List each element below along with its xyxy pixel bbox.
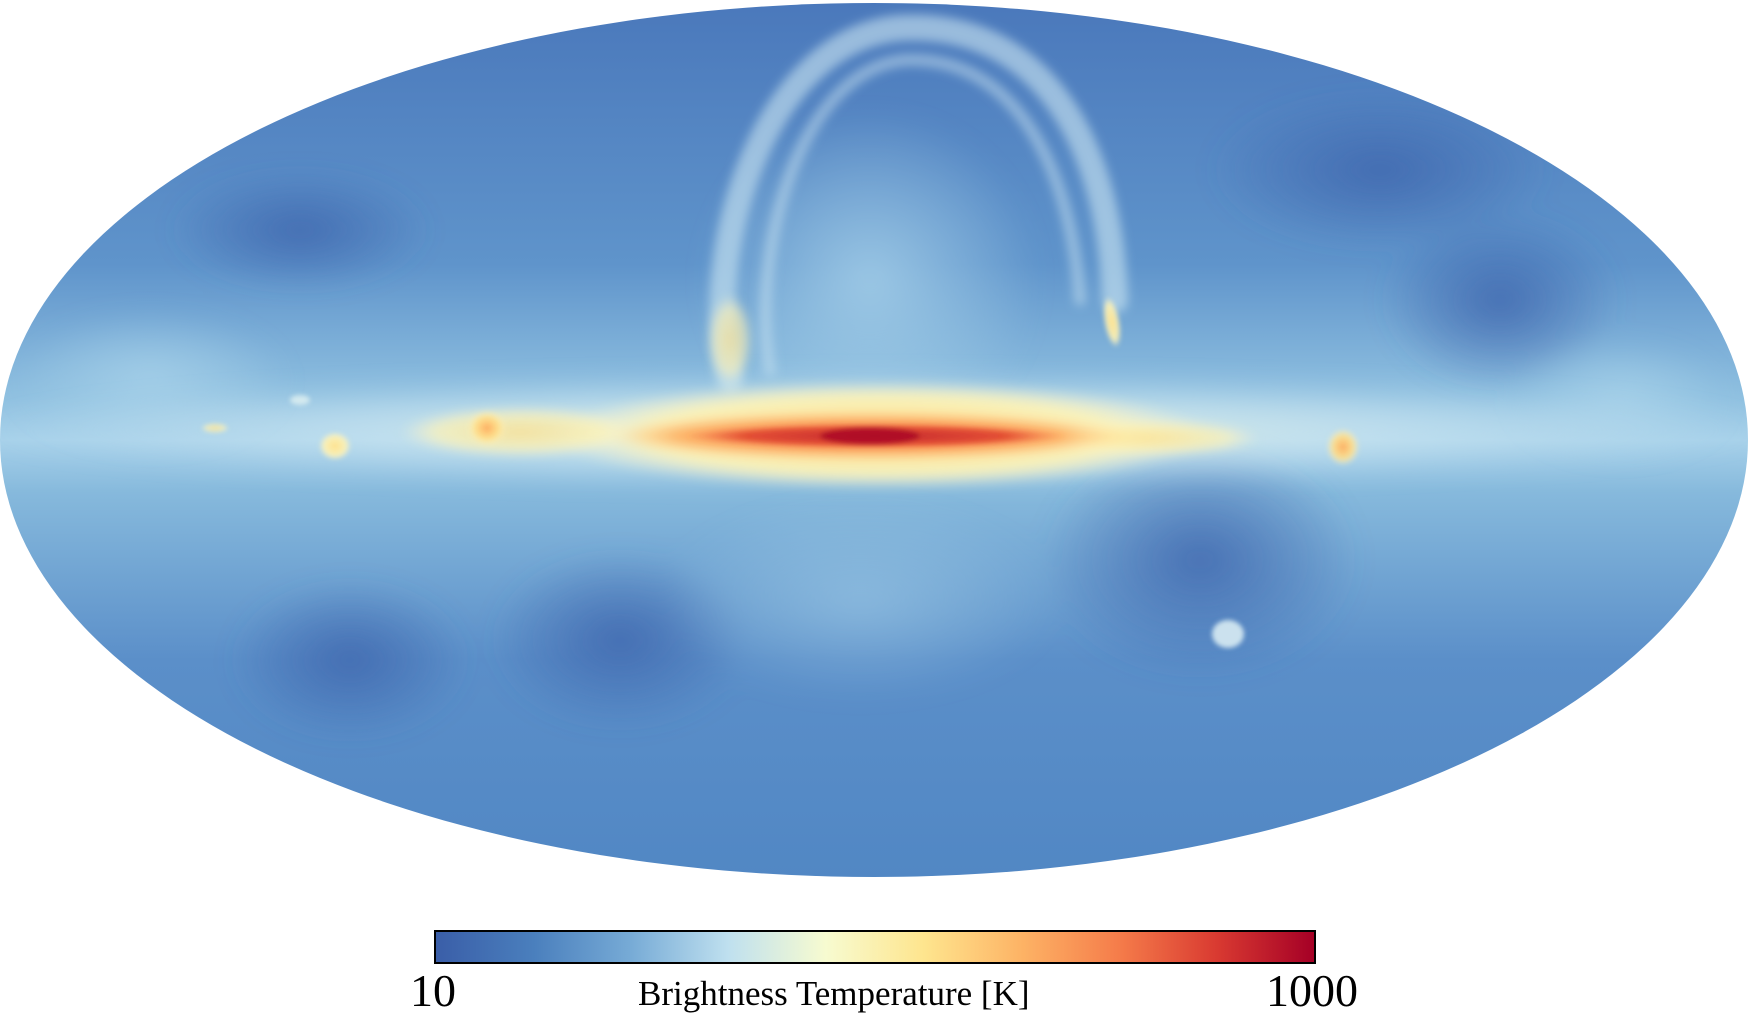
colorbar-title: Brightness Temperature [K] xyxy=(638,974,1030,1013)
colorbar xyxy=(434,930,1316,964)
colorbar-max-label: 1000 xyxy=(1266,965,1358,1016)
colorbar-min-label: 10 xyxy=(410,965,456,1016)
sky-map xyxy=(0,3,1748,877)
